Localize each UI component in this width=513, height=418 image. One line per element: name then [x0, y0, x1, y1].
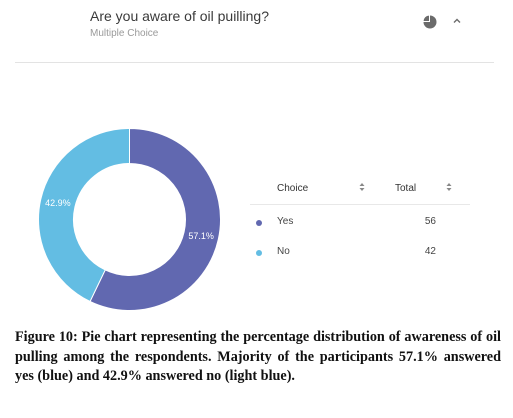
slice-percent-label: 42.9%	[45, 198, 71, 208]
donut-slice-no	[38, 128, 130, 303]
question-title: Are you aware of oil puilling?	[90, 8, 269, 24]
divider	[15, 62, 494, 63]
pie-chart-icon[interactable]	[423, 15, 437, 29]
question-type-label: Multiple Choice	[90, 28, 159, 39]
column-header-choice[interactable]: Choice	[277, 183, 309, 194]
row-total-value: 56	[424, 216, 436, 227]
sort-icon[interactable]	[446, 182, 452, 192]
legend-dot	[256, 220, 262, 226]
table-row: No 42	[250, 246, 470, 262]
row-choice-label: Yes	[277, 216, 294, 227]
chevron-up-icon[interactable]	[452, 16, 462, 26]
row-total-value: 42	[424, 246, 436, 257]
donut-slice-yes	[89, 128, 221, 311]
figure-caption: Figure 10: Pie chart representing the pe…	[15, 329, 501, 384]
slice-percent-label: 57.1%	[188, 231, 214, 241]
table-row: Yes 56	[250, 216, 470, 232]
column-header-total[interactable]: Total	[395, 183, 417, 194]
legend-dot	[256, 250, 262, 256]
row-choice-label: No	[277, 246, 290, 257]
sort-icon[interactable]	[359, 182, 365, 192]
donut-chart: 57.1% 42.9%	[38, 128, 221, 311]
header-divider	[250, 204, 470, 205]
